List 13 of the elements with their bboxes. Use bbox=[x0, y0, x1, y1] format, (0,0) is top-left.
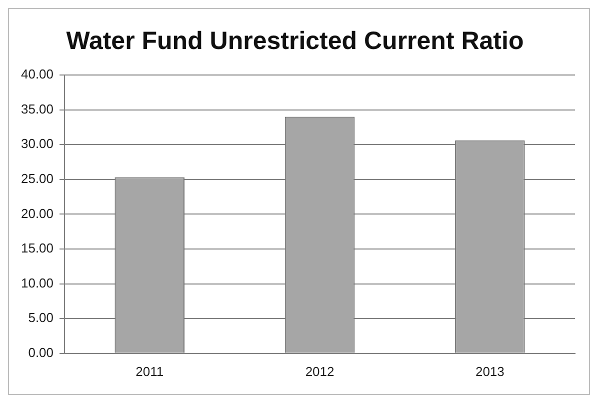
y-tick-label: 40.00 bbox=[20, 66, 54, 82]
x-tick-label: 2012 bbox=[305, 364, 334, 379]
y-tick-label: 20.00 bbox=[20, 206, 54, 221]
y-tick-label: 35.00 bbox=[20, 101, 54, 116]
y-tick-label: 5.00 bbox=[28, 310, 54, 326]
y-tick-label: 15.00 bbox=[20, 240, 54, 256]
chart-title: Water Fund Unrestricted Current Ratio bbox=[66, 26, 524, 55]
x-tick-label: 2011 bbox=[136, 364, 164, 379]
y-tick-label: 0.00 bbox=[28, 344, 54, 360]
x-tick-label: 2013 bbox=[475, 364, 504, 379]
y-tick-label: 25.00 bbox=[20, 170, 54, 186]
y-tick-label: 30.00 bbox=[20, 136, 54, 152]
y-tick-label: 10.00 bbox=[20, 275, 54, 290]
